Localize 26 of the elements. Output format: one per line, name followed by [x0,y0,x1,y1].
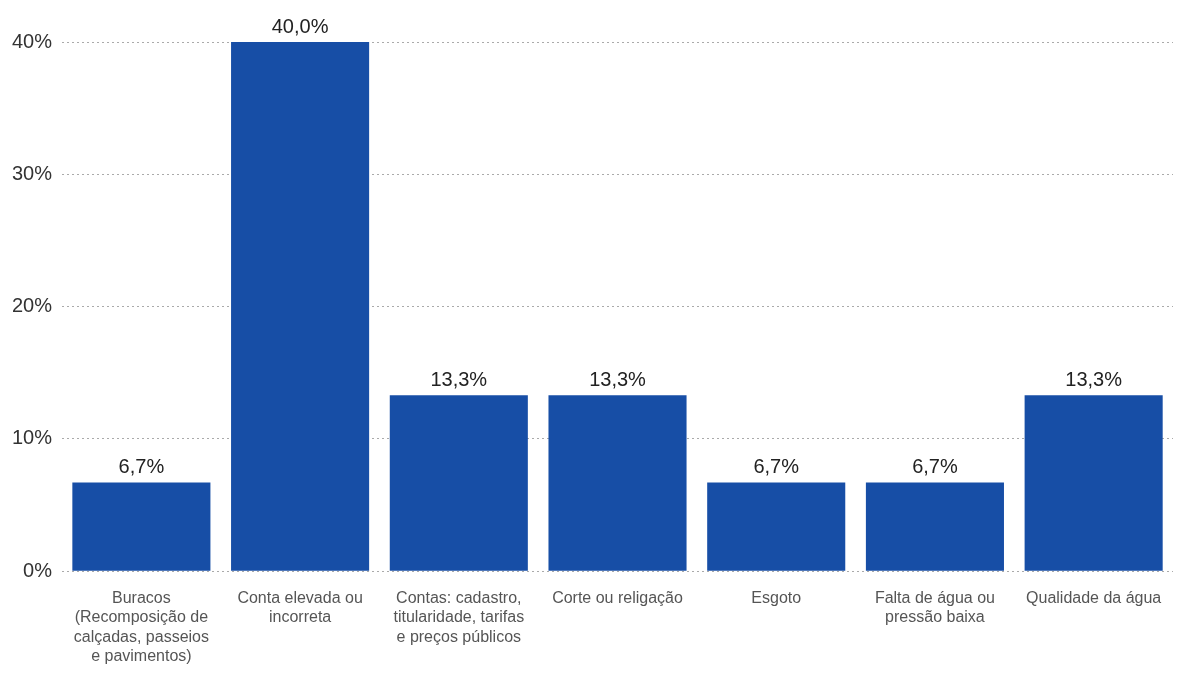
data-label: 6,7% [912,455,958,478]
x-tick-label: Esgoto [751,589,802,607]
data-label: 6,7% [118,455,165,478]
data-label: 6,7% [753,455,800,478]
x-tick-label: Qualidade da água [1026,589,1162,607]
y-tick-label: 40% [12,29,53,52]
data-label: 40,0% [271,14,329,37]
bar [865,482,1004,571]
x-tick-label: Contas: cadastro, titularidade, tarifas e preços públicos [393,589,525,645]
bar [707,482,846,571]
x-tick-label: Corte ou religação [552,589,683,607]
y-tick-label: 30% [12,161,53,184]
x-tick-label: Buracos (Recomposição de calçadas, passeios e pavimentos) [73,589,209,664]
bar [1024,395,1163,571]
bar [72,482,211,571]
bar [548,395,687,571]
x-tick-label: Conta elevada ou incorreta [237,589,363,626]
x-tick-label: Falta de água ou pressão baixa [874,589,995,626]
bar [231,42,370,571]
y-tick-label: 10% [12,426,53,449]
data-label: 13,3% [430,367,488,390]
y-tick-label: 0% [23,558,53,581]
bar [389,395,528,571]
y-tick-label: 20% [12,294,53,317]
data-label: 13,3% [589,367,647,390]
data-label: 13,3% [1065,367,1123,390]
